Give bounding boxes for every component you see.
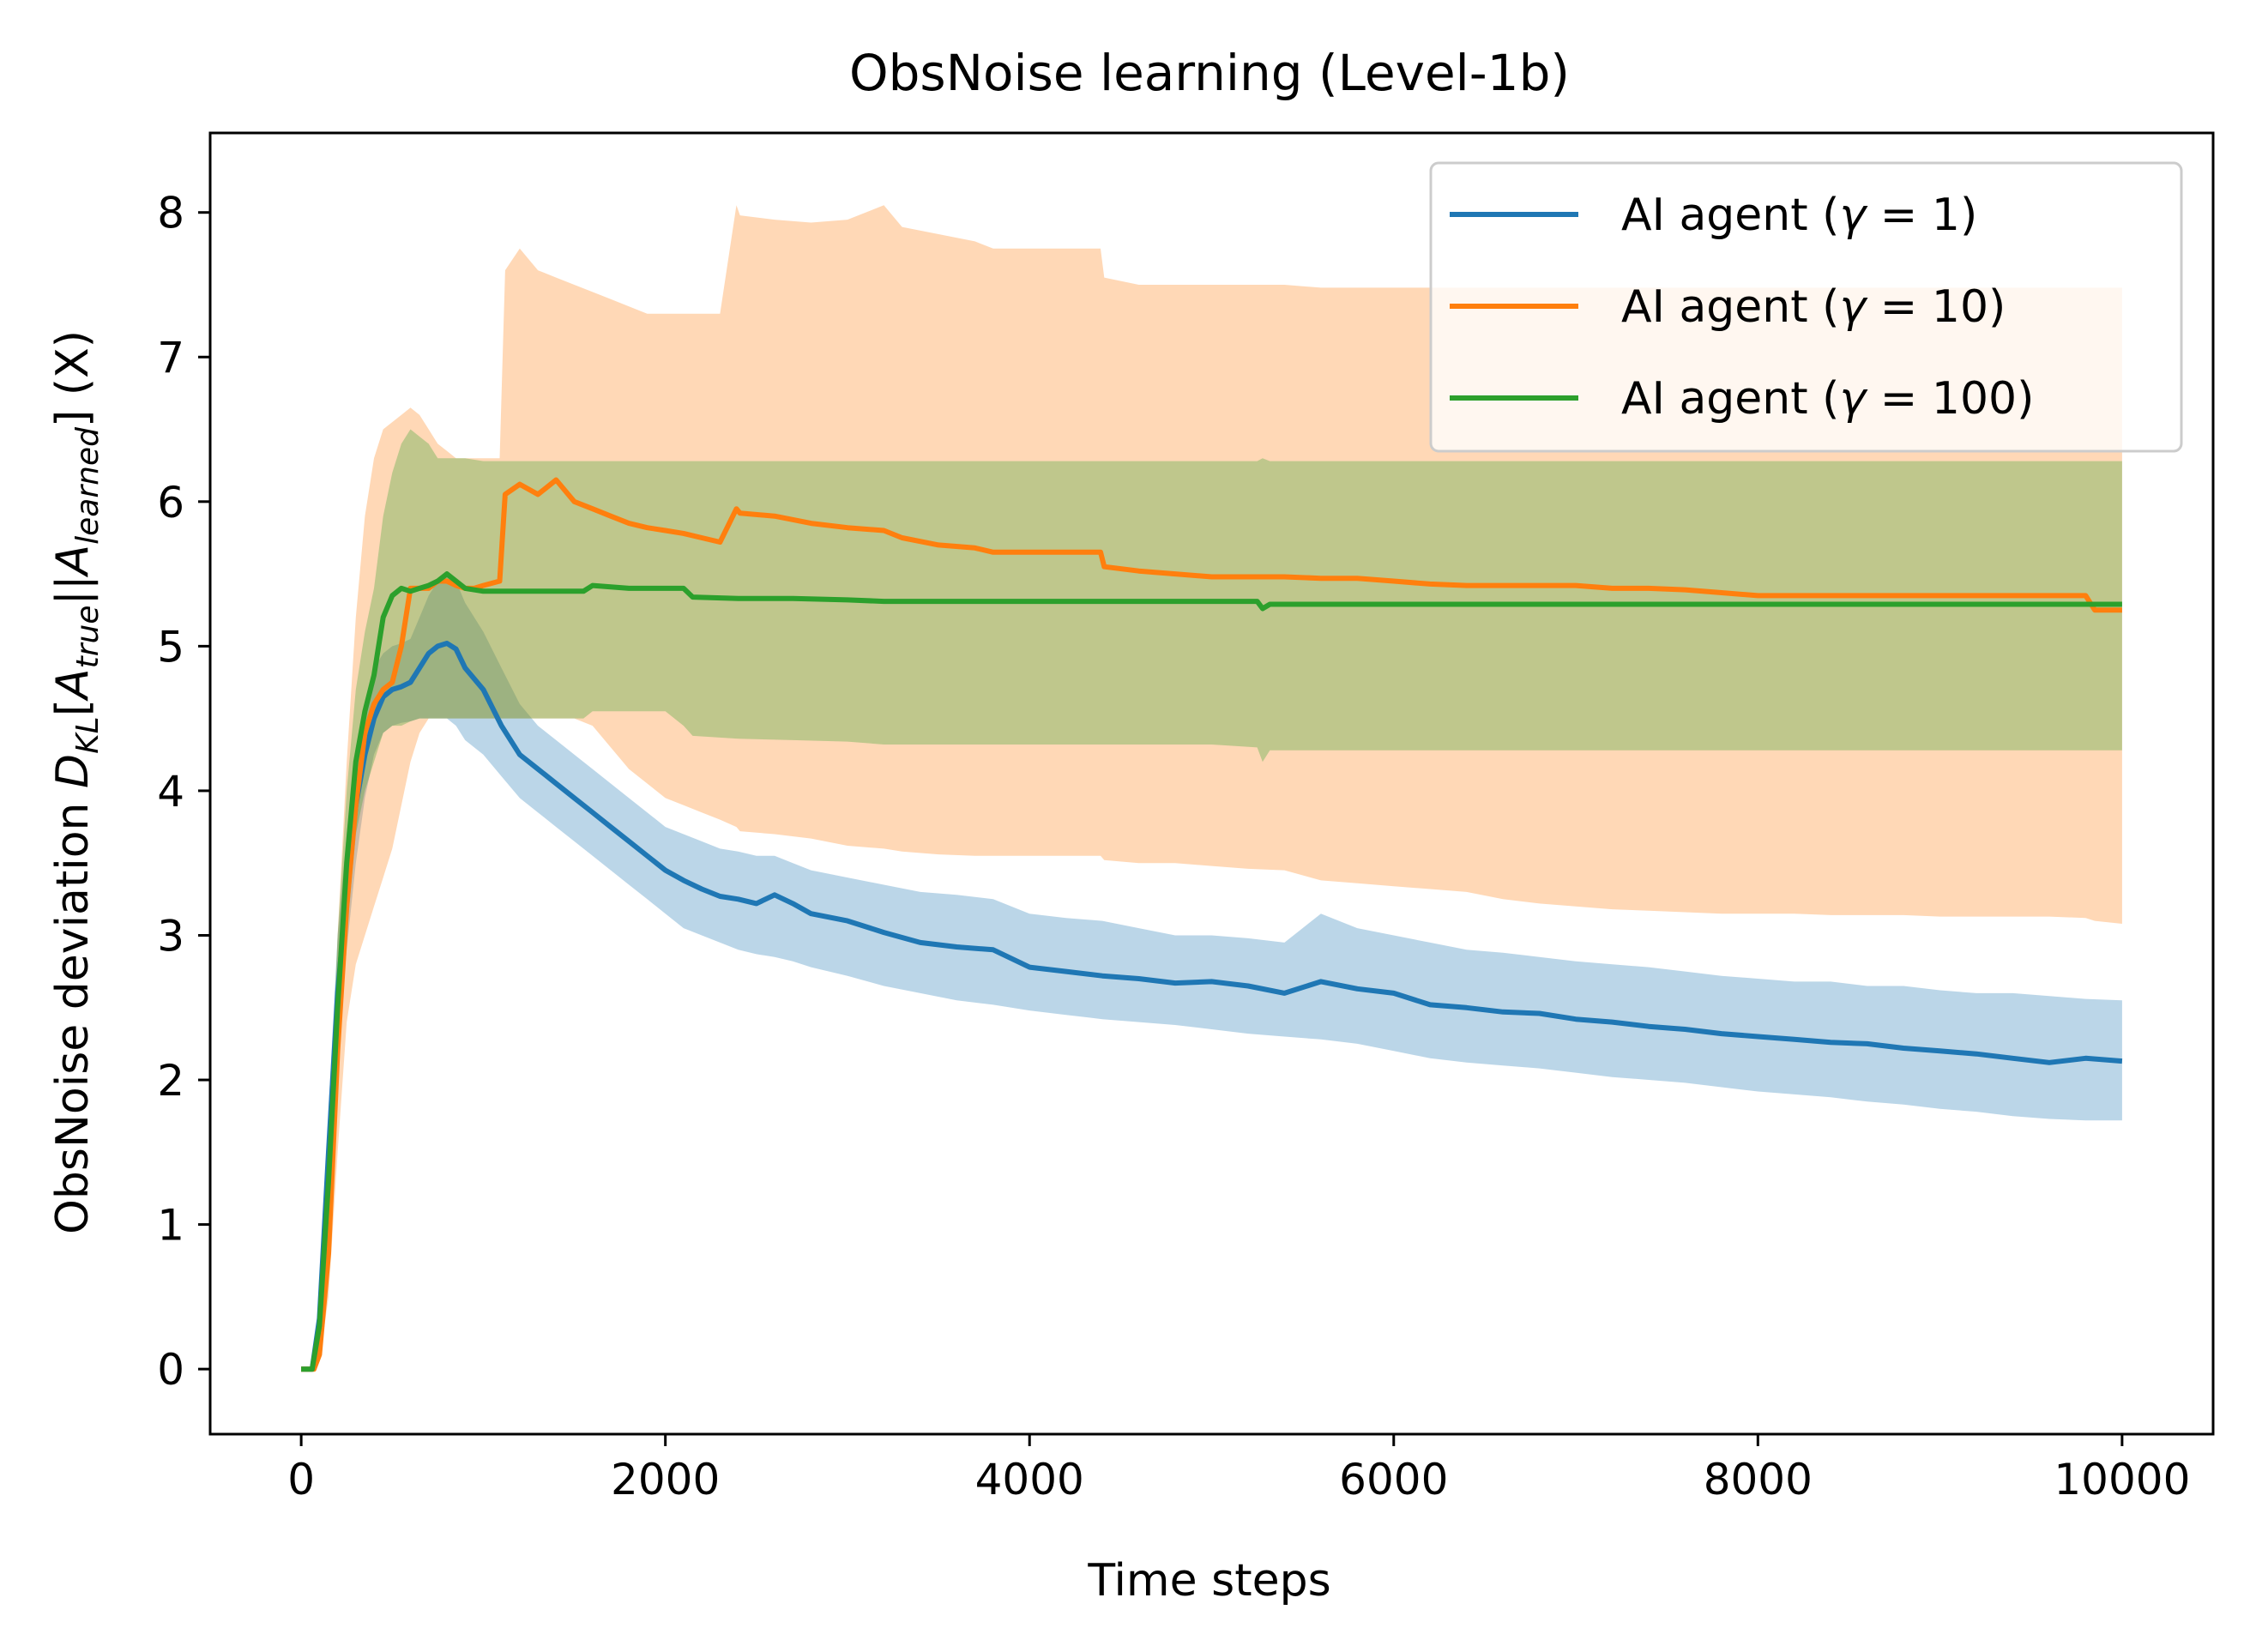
- legend-box: [1429, 161, 2183, 453]
- band-series-3: [301, 429, 2122, 1370]
- series-lines: [301, 477, 2123, 1372]
- y-tick-label: 6: [157, 478, 184, 528]
- y-tick-label: 8: [157, 189, 184, 238]
- line-series-3: [301, 571, 2122, 1372]
- legend-label: AI agent (γ = 100): [1621, 373, 2034, 425]
- y-tick-label: 1: [157, 1201, 184, 1251]
- x-tick-label: 2000: [611, 1455, 720, 1504]
- x-tick-label: 0: [287, 1455, 315, 1504]
- x-tick-label: 4000: [975, 1455, 1084, 1504]
- legend-label: AI agent (γ = 10): [1621, 281, 2006, 333]
- legend-label: AI agent (γ = 1): [1621, 190, 1977, 241]
- y-tick-label: 4: [157, 767, 184, 817]
- x-tick-label: 10000: [2054, 1455, 2190, 1504]
- y-tick-label: 0: [157, 1345, 184, 1395]
- band-series-2: [301, 205, 2122, 1370]
- confidence-bands: [301, 205, 2122, 1370]
- x-axis-label: Time steps: [1087, 1555, 1330, 1607]
- x-tick-label: 6000: [1339, 1455, 1448, 1504]
- plot-frame: [208, 131, 2215, 1436]
- y-tick-label: 7: [157, 333, 184, 383]
- y-axis: 0 1 2 3 4 5 6 7 8: [157, 189, 210, 1395]
- y-axis-label: ObsNoise deviation DKL[Atrue||Alearned] …: [47, 330, 106, 1234]
- legend: AI agent (γ = 1) AI agent (γ = 10) AI agen…: [1429, 161, 2183, 453]
- y-tick-label: 5: [157, 622, 184, 672]
- band-series-1: [301, 574, 2122, 1370]
- y-tick-label: 2: [157, 1056, 184, 1106]
- chart-title: ObsNoise learning (Level-1b): [849, 44, 1570, 102]
- x-tick-label: 8000: [1704, 1455, 1813, 1504]
- x-axis: 0 2000 4000 6000 8000 10000: [287, 1434, 2190, 1504]
- y-tick-label: 3: [157, 911, 184, 961]
- line-series-1: [301, 641, 2123, 1372]
